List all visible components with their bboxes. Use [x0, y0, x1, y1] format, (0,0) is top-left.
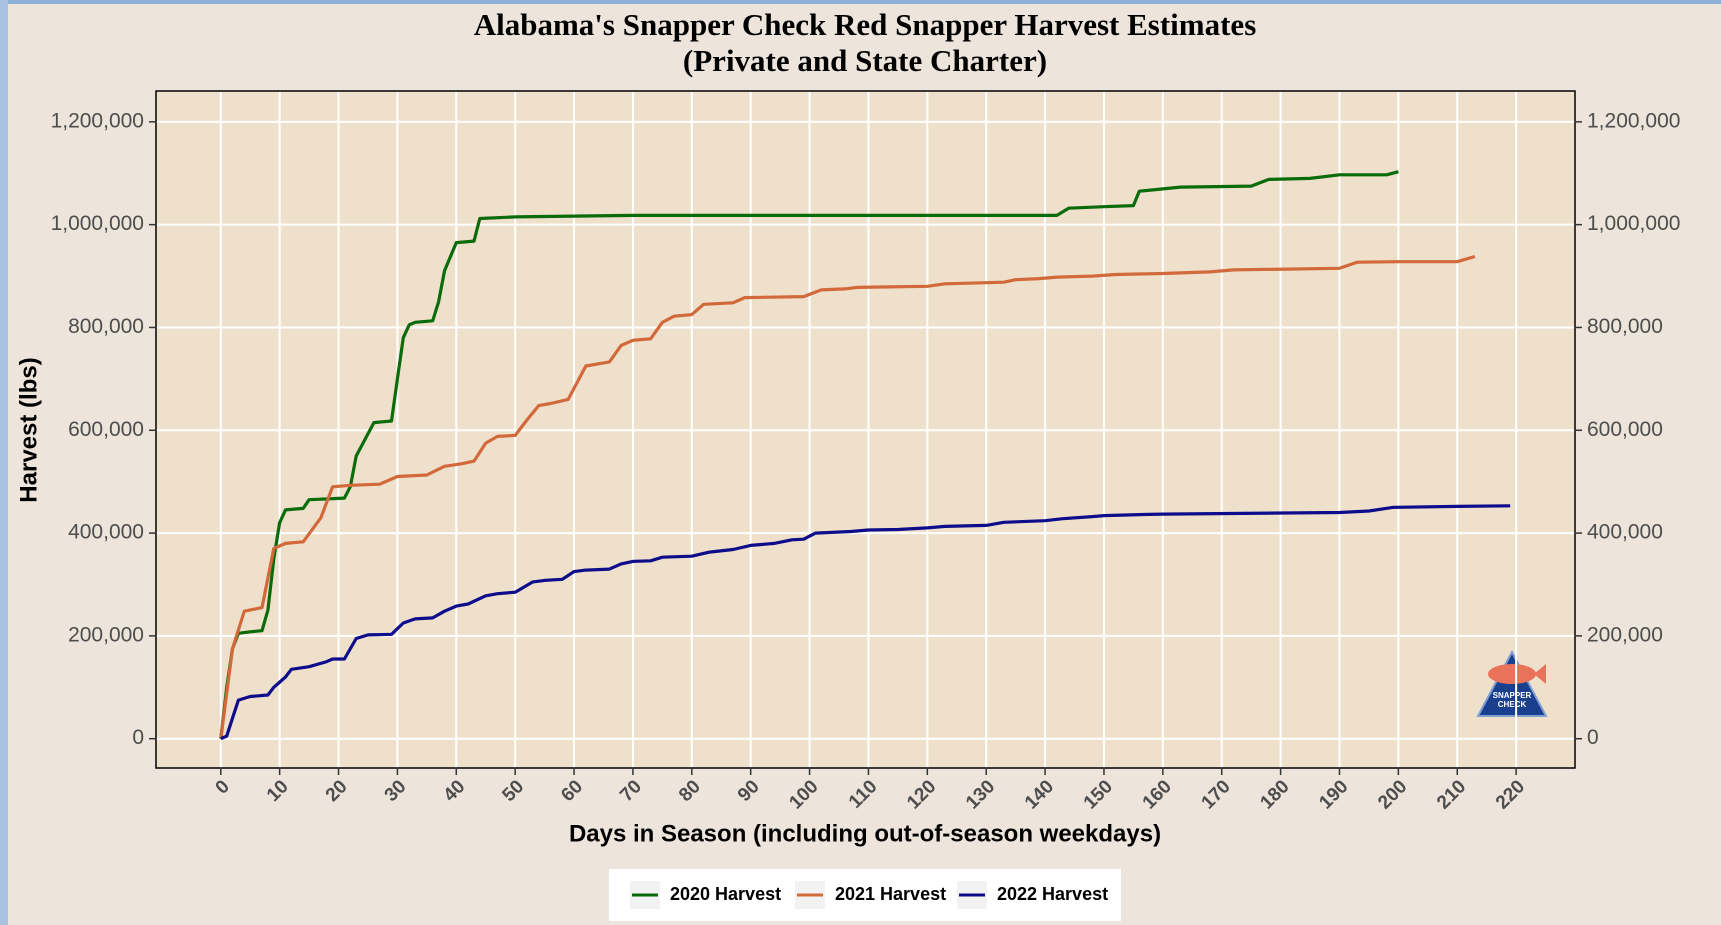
grid	[156, 91, 1575, 768]
y-tick-label: 0	[132, 726, 144, 749]
series-line	[219, 170, 1399, 739]
frame-top	[0, 0, 1721, 4]
legend-label: 2021 Harvest	[835, 884, 946, 904]
frame-left	[0, 0, 8, 925]
y-tick-label: 800,000	[68, 315, 144, 338]
legend	[609, 869, 1121, 921]
y2-tick-label: 0	[1587, 726, 1599, 749]
lines	[219, 170, 1511, 741]
y-axis-label: Harvest (lbs)	[15, 357, 42, 502]
svg-text:SNAPPER: SNAPPER	[1493, 691, 1532, 700]
series-line	[219, 254, 1476, 739]
plot-border	[155, 90, 1576, 769]
y-tick-label: 600,000	[68, 418, 144, 441]
y2-tick-label: 600,000	[1587, 418, 1663, 441]
y2-tick-label: 1,200,000	[1587, 109, 1680, 132]
y2-tick-label: 400,000	[1587, 521, 1663, 544]
x-axis-label: Days in Season (including out-of-season …	[569, 820, 1161, 847]
y-tick-label: 200,000	[68, 623, 144, 646]
series-line	[220, 504, 1511, 741]
legend-label: 2022 Harvest	[997, 884, 1108, 904]
chart-subtitle: (Private and State Charter)	[683, 43, 1047, 78]
y-tick-label: 1,200,000	[51, 109, 144, 132]
y-tick-label: 1,000,000	[51, 212, 144, 235]
y2-tick-label: 1,000,000	[1587, 212, 1680, 235]
svg-text:CHECK: CHECK	[1498, 700, 1527, 709]
logo: SNAPPER CHECK	[1476, 649, 1548, 717]
legend-label: 2020 Harvest	[670, 884, 781, 904]
y2-tick-label: 800,000	[1587, 315, 1663, 338]
y2-tick-label: 200,000	[1587, 623, 1663, 646]
chart-title: Alabama's Snapper Check Red Snapper Harv…	[474, 7, 1257, 42]
y-tick-label: 400,000	[68, 521, 144, 544]
